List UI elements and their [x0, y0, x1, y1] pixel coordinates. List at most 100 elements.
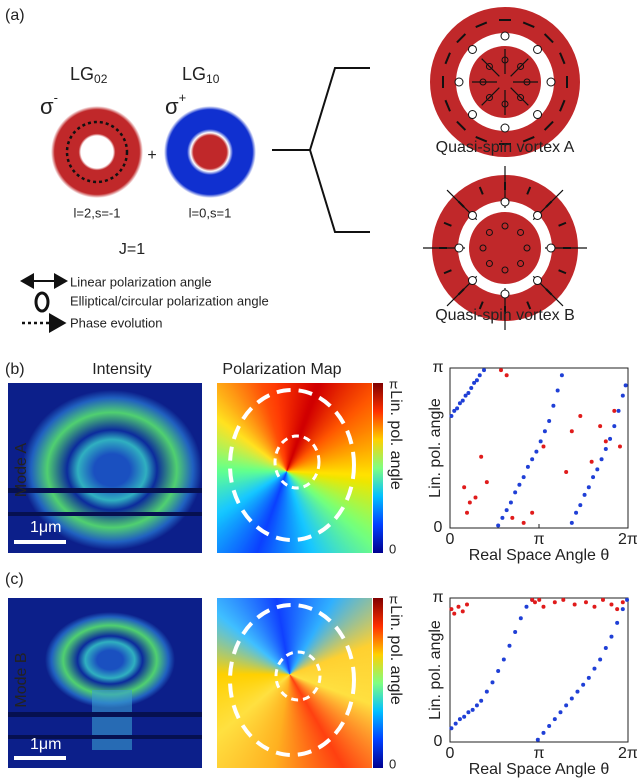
scatter-point — [490, 680, 495, 685]
scatter-point — [517, 482, 522, 487]
scatter-point — [600, 597, 605, 602]
scatter-point — [552, 717, 557, 722]
scatter-point — [521, 520, 526, 525]
scatter-point — [569, 520, 574, 525]
scatter-point — [504, 373, 509, 378]
scatter-point — [612, 424, 617, 429]
vortex-label: Quasi-spin vortex A — [436, 139, 575, 156]
column-title: Polarization Map — [222, 361, 341, 378]
lg10-ring — [164, 106, 256, 198]
vortex-arrow — [481, 87, 500, 106]
colorbar — [373, 598, 383, 768]
scatter-point — [541, 444, 546, 449]
y-axis-label: Lin. pol. angle — [427, 398, 444, 498]
x-axis-label: Real Space Angle θ — [469, 761, 610, 778]
y-axis-label: Lin. pol. angle — [427, 620, 444, 720]
vortex-arrow — [543, 33, 554, 44]
scatter-point — [615, 607, 620, 612]
scatter-point — [466, 391, 471, 396]
scatter-point — [460, 398, 465, 403]
panel-label: (c) — [5, 571, 24, 588]
intensity-image — [22, 390, 202, 550]
vortex-arrow — [558, 269, 567, 275]
scatter-point — [464, 602, 469, 607]
scatter-point — [620, 607, 625, 612]
scatter-point — [521, 475, 526, 480]
scatter-point — [479, 454, 484, 459]
vortex-ellipse — [485, 94, 493, 102]
scatter-point — [564, 469, 569, 474]
panel-label: (a) — [5, 7, 25, 24]
scatter-point — [474, 703, 479, 708]
scatter-point — [575, 689, 580, 694]
lg02-ring — [51, 106, 143, 198]
vortex-arrow — [475, 136, 488, 143]
x-tick-label: 0 — [446, 745, 455, 762]
scatter-point — [535, 737, 540, 742]
scatter-point — [569, 429, 574, 434]
x-tick-label: 0 — [446, 531, 455, 548]
vortex-ellipse — [467, 276, 477, 286]
scatter-point — [609, 634, 614, 639]
vortex-ellipse — [533, 110, 543, 120]
scatter-point — [591, 475, 596, 480]
vortex-ellipse — [523, 244, 531, 252]
scatter-point — [467, 500, 472, 505]
scatter-point — [466, 710, 471, 715]
panel-c: (c) Mode B 1μm π 0 Lin. pol. angle — [5, 571, 404, 771]
x-tick-label: 2π — [618, 531, 637, 548]
scatter-point — [452, 408, 457, 413]
scatter-point — [589, 459, 594, 464]
vortex-ellipse — [454, 243, 464, 253]
vortex-ellipse — [533, 44, 543, 54]
scatter-point — [541, 604, 546, 609]
stripe — [8, 512, 202, 516]
x-tick-label: π — [533, 745, 544, 762]
scatter-point — [469, 385, 474, 390]
scatter-point — [547, 723, 552, 728]
legend-text: Phase evolution — [70, 315, 163, 330]
scatter-point — [496, 668, 501, 673]
scatter-point — [481, 368, 486, 373]
scatter-point — [513, 490, 518, 495]
vortex-a — [430, 7, 580, 157]
scatter-point — [583, 600, 588, 605]
scatter-point — [477, 373, 482, 378]
scatter-point — [609, 602, 614, 607]
scatter-point — [578, 413, 583, 418]
vortex-arrow — [543, 120, 554, 131]
scatter-point — [586, 485, 591, 490]
vortex-ellipse — [533, 276, 543, 286]
scatter-point — [586, 675, 591, 680]
scatter-point — [525, 464, 530, 469]
vortex-ellipse — [467, 210, 477, 220]
scatter-point — [470, 707, 475, 712]
intensity-image — [92, 690, 132, 750]
vortex-arrow — [443, 269, 452, 275]
panel-a: (a) LG02 LG10 σ- σ+ + l=2,s=-1 l=0,s=1 J… — [5, 7, 587, 333]
vortex-ellipse — [500, 289, 510, 299]
scatter-point — [449, 726, 454, 731]
branch-line — [309, 149, 370, 233]
y-tick-label: 0 — [434, 519, 443, 536]
scatter-point — [464, 510, 469, 515]
scatter-point — [500, 515, 505, 520]
scatter-point — [507, 643, 512, 648]
scatter-point — [473, 495, 478, 500]
vortex-arrow — [444, 52, 451, 65]
vortex-arrow — [522, 21, 535, 28]
plot-frame — [449, 367, 629, 529]
x-tick-label: 2π — [618, 745, 637, 762]
scatter-point — [530, 457, 535, 462]
scatter-point — [496, 523, 501, 528]
y-tick-label: π — [432, 359, 443, 376]
vortex-ellipse — [454, 77, 464, 87]
vortex-arrow — [475, 21, 488, 28]
dashed-circle — [273, 434, 321, 490]
scatter-point — [612, 408, 617, 413]
stripe — [8, 712, 202, 717]
vortex-arrow — [510, 87, 529, 106]
plot-frame — [449, 597, 629, 743]
y-tick-label: 0 — [434, 733, 443, 750]
scatter-point — [625, 597, 630, 602]
